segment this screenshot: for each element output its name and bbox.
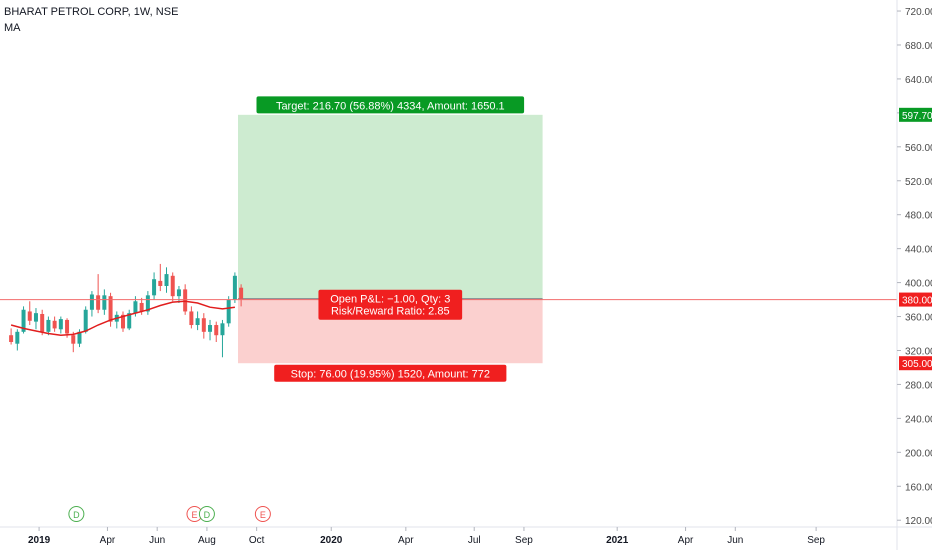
- price-tick-label: 400.00: [905, 279, 932, 290]
- candle-body[interactable]: [183, 289, 188, 312]
- target-price-tag: [899, 107, 932, 122]
- candle-body[interactable]: [102, 295, 107, 310]
- time-tick-label: Sep: [807, 535, 825, 546]
- candle-body[interactable]: [189, 311, 194, 326]
- risk-reward-label: Risk/Reward Ratio: 2.85: [331, 306, 450, 318]
- dividend-event-letter: D: [204, 510, 211, 520]
- earnings-event-letter: E: [191, 510, 197, 520]
- candle-body[interactable]: [40, 313, 45, 332]
- candle-body[interactable]: [133, 301, 138, 314]
- time-tick-label: 2021: [606, 535, 629, 546]
- price-tick-label: 640.00: [905, 75, 932, 86]
- time-tick-label: Jul: [468, 535, 481, 546]
- price-tick-label: 160.00: [905, 482, 932, 493]
- time-tick-label: 2019: [28, 535, 51, 546]
- target-label: Target: 216.70 (56.88%) 4334, Amount: 16…: [276, 100, 505, 112]
- price-tick-label: 360.00: [905, 313, 932, 324]
- time-tick-label: Sep: [515, 535, 533, 546]
- candle-body[interactable]: [158, 280, 163, 286]
- candles-series[interactable]: [9, 263, 244, 358]
- time-tick-label: Jun: [727, 535, 743, 546]
- stop-price-tag-label: 305.00: [902, 359, 932, 370]
- earnings-event-icon[interactable]: [254, 506, 271, 522]
- stop-label: Stop: 76.00 (19.95%) 1520, Amount: 772: [291, 369, 490, 381]
- indicator-title[interactable]: MA: [4, 22, 21, 34]
- time-axis[interactable]: 2019 Apr Jun Aug Oct 2020 Apr Jul Sep 2021 Apr Jun S…: [0, 526, 932, 546]
- candle-body[interactable]: [195, 318, 200, 326]
- stop-label-box: [274, 364, 507, 382]
- price-tick-label: 680.00: [905, 41, 932, 52]
- candle-body[interactable]: [15, 331, 20, 344]
- price-axis[interactable]: 120.00 160.00 200.00 240.00 280.00 320.00 360.…: [896, 0, 932, 550]
- time-tick-label: Apr: [678, 535, 694, 546]
- candle-body[interactable]: [176, 289, 181, 297]
- candle-body[interactable]: [21, 309, 26, 332]
- candle-body[interactable]: [27, 311, 32, 321]
- entry-price-tag-label: 380.00: [902, 296, 932, 307]
- dividend-event-icon[interactable]: [68, 506, 85, 522]
- candle-body[interactable]: [71, 335, 76, 344]
- time-tick-label: 2020: [320, 535, 343, 546]
- price-axis-tags: 597.70 380.00 305.00: [899, 107, 932, 371]
- chart-legend: BHARAT PETROL CORP, 1W, NSE MA: [4, 4, 178, 36]
- pnl-label: Open P&L: −1.00, Qty: 3: [330, 294, 450, 306]
- candle-body[interactable]: [214, 325, 219, 336]
- candle-body[interactable]: [239, 287, 244, 299]
- earnings-event-letter: E: [260, 510, 266, 520]
- entry-price-tag: [899, 292, 932, 307]
- candle-body[interactable]: [83, 309, 88, 332]
- time-tick-label: Oct: [249, 535, 265, 546]
- candle-body[interactable]: [208, 325, 213, 332]
- ma-line[interactable]: [10, 300, 236, 336]
- candle-body[interactable]: [58, 319, 63, 330]
- candle-body[interactable]: [52, 320, 57, 329]
- price-tick-label: 720.00: [905, 7, 932, 18]
- candle-body[interactable]: [226, 299, 231, 324]
- price-tick-label: 120.00: [905, 516, 932, 527]
- position-labels: Target: 216.70 (56.88%) 4334, Amount: 16…: [256, 96, 525, 382]
- target-price-tag-label: 597.70: [902, 111, 932, 122]
- dividend-event-icon[interactable]: [198, 506, 215, 522]
- symbol-title[interactable]: BHARAT PETROL CORP, 1W, NSE: [4, 6, 179, 18]
- candle-body[interactable]: [65, 319, 70, 334]
- price-tick-label: 560.00: [905, 143, 932, 154]
- candle-body[interactable]: [139, 302, 144, 312]
- candle-body[interactable]: [33, 313, 38, 322]
- candle-body[interactable]: [201, 318, 206, 332]
- candle-body[interactable]: [152, 279, 157, 296]
- candle-body[interactable]: [89, 294, 94, 310]
- candle-body[interactable]: [170, 275, 175, 297]
- candle-body[interactable]: [145, 295, 150, 312]
- pnl-label-box: [318, 289, 463, 320]
- candle-body[interactable]: [9, 335, 14, 342]
- candle-body[interactable]: [232, 275, 237, 300]
- target-label-box: [256, 96, 525, 114]
- time-tick-label: Jun: [149, 535, 165, 546]
- price-tick-label: 200.00: [905, 448, 932, 459]
- price-tick-label: 440.00: [905, 245, 932, 256]
- candle-body[interactable]: [96, 295, 101, 310]
- target-zone[interactable]: [238, 114, 543, 299]
- position-zones[interactable]: [238, 114, 543, 364]
- price-tick-label: 280.00: [905, 380, 932, 391]
- candle-body[interactable]: [127, 313, 132, 329]
- candle-body[interactable]: [46, 319, 51, 332]
- candle-body[interactable]: [164, 274, 169, 286]
- time-tick-label: Apr: [100, 535, 116, 546]
- dividend-event-letter: D: [73, 510, 80, 520]
- candle-body[interactable]: [108, 296, 113, 322]
- stop-price-tag: [899, 356, 932, 371]
- time-tick-label: Aug: [198, 535, 216, 546]
- candle-body[interactable]: [77, 331, 82, 344]
- candle-body[interactable]: [121, 314, 125, 329]
- price-tick-label: 480.00: [905, 211, 932, 222]
- time-tick-label: Apr: [398, 535, 414, 546]
- candle-body[interactable]: [220, 323, 225, 336]
- price-tick-label: 520.00: [905, 177, 932, 188]
- price-tick-label: 240.00: [905, 414, 932, 425]
- price-tick-label: 320.00: [905, 346, 932, 357]
